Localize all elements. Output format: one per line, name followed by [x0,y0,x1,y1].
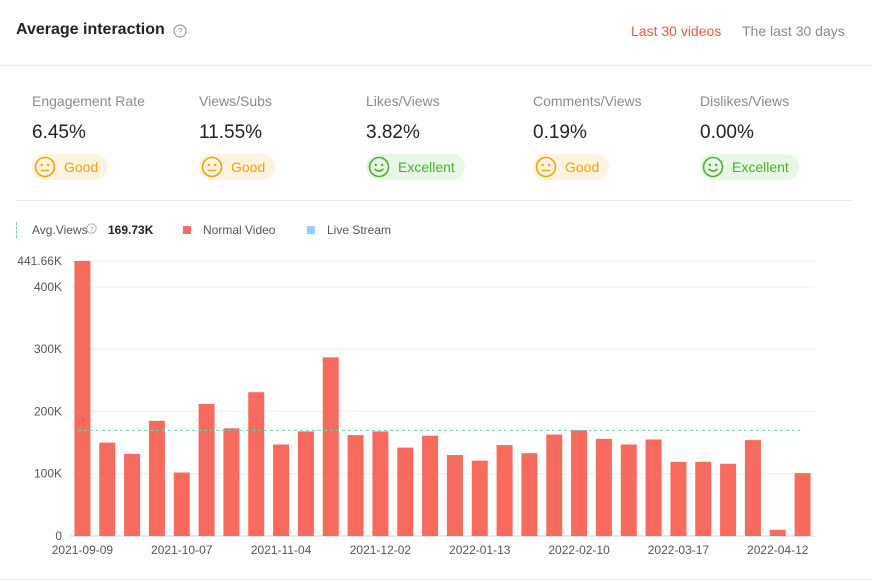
bar-normal-video[interactable] [546,434,563,536]
normal-video-swatch [183,226,191,234]
metric-label: Views/Subs [199,93,272,109]
smile-face-icon [702,156,724,178]
bottom-border [0,579,872,580]
avg-views-label: Avg.Views [32,223,88,237]
bar-normal-video[interactable] [571,430,588,536]
x-tick-label: 2022-01-13 [449,543,511,557]
x-axis-ticks: 2021-09-09 2021-10-07 2021-11-04 2021-12-02… [52,543,809,557]
bar-normal-video[interactable] [695,461,712,536]
bar-normal-video[interactable] [620,444,637,536]
rating-label: Good [565,159,600,175]
card-header: Average interaction ? Last 30 videos The… [0,0,872,66]
smile-face-icon [368,156,390,178]
metric-value: 0.00% [700,122,754,143]
bar-normal-video[interactable] [248,392,265,536]
x-tick-label: 2022-04-12 [747,543,809,557]
metric-label: Likes/Views [366,93,440,109]
svg-text:?: ? [177,27,182,37]
svg-text:?: ? [90,226,94,233]
bar-normal-video[interactable] [595,438,612,536]
y-axis-ticks: 0 100K 200K 300K 400K 441.66K [17,254,62,543]
metric-value: 0.19% [533,122,587,143]
metric-dislikes-views: Dislikes/Views 0.00% Excellent [700,66,860,196]
rating-badge: Good [533,154,610,180]
metric-likes-views: Likes/Views 3.82% Excellent [366,66,526,196]
bar-normal-video[interactable] [794,473,811,536]
bar-normal-video[interactable] [720,463,737,536]
chart-legend: Avg.Views ? 169.73K Normal Video Live St… [0,220,872,240]
filter-last-30-videos[interactable]: Last 30 videos [631,23,722,39]
metric-label: Engagement Rate [32,93,145,109]
filter-last-30-days[interactable]: The last 30 days [742,23,845,39]
metric-label: Comments/Views [533,93,642,109]
bar-normal-video[interactable] [322,357,339,536]
bar-normal-video[interactable] [422,435,439,536]
y-tick-label: 200K [34,404,62,418]
card-title: Average interaction [16,21,165,38]
section-divider [16,200,852,201]
rating-badge: Good [32,154,109,180]
chart-grid [70,260,815,537]
rating-badge: Excellent [366,154,465,180]
bar-normal-video[interactable] [446,455,463,536]
y-tick-label: 0 [55,529,62,543]
metric-comments-views: Comments/Views 0.19% Good [533,66,693,196]
rating-label: Excellent [732,159,789,175]
help-icon[interactable]: ? [86,223,97,234]
bar-normal-video[interactable] [744,440,761,536]
bar-normal-video[interactable] [645,439,662,536]
bar-normal-video[interactable] [769,529,786,536]
bar-normal-video[interactable] [148,420,165,536]
bar-normal-video[interactable] [670,461,687,536]
neutral-face-icon [34,156,56,178]
y-tick-label: 100K [34,467,62,481]
bar-normal-video[interactable] [471,460,488,536]
bar-normal-video[interactable] [223,428,240,536]
bar-normal-video[interactable] [99,442,116,536]
x-tick-label: 2021-12-02 [350,543,412,557]
bar-normal-video[interactable] [198,403,215,536]
bar-normal-video[interactable] [124,453,141,536]
y-tick-label: 441.66K [17,254,62,268]
help-icon[interactable]: ? [173,24,187,38]
rating-badge: Excellent [700,154,799,180]
bar-normal-video[interactable] [173,472,190,536]
bar-normal-video[interactable] [521,453,538,536]
rating-label: Good [231,159,266,175]
bar-normal-video[interactable] [297,431,314,536]
bar-normal-video[interactable] [347,435,364,536]
rating-badge: Good [199,154,276,180]
metric-value: 6.45% [32,122,86,143]
x-tick-label: 2022-03-17 [648,543,710,557]
chart-bars [74,261,811,536]
metric-label: Dislikes/Views [700,93,790,109]
bar-normal-video[interactable] [496,445,513,536]
bar-normal-video[interactable] [273,444,290,536]
live-stream-swatch [307,226,315,234]
x-tick-label: 2021-09-09 [52,543,114,557]
x-tick-label: 2021-10-07 [151,543,213,557]
rating-label: Excellent [398,159,455,175]
metric-value: 11.55% [199,122,263,143]
x-tick-label: 2022-02-10 [548,543,610,557]
bar-normal-video[interactable] [372,431,389,536]
neutral-face-icon [201,156,223,178]
legend-live-stream[interactable]: Live Stream [327,223,392,237]
rating-label: Good [64,159,99,175]
y-tick-label: 400K [34,280,62,294]
neutral-face-icon [535,156,557,178]
metric-value: 3.82% [366,122,420,143]
bar-normal-video[interactable] [74,261,91,536]
metric-engagement-rate: Engagement Rate 6.45% Good [32,66,192,196]
metrics-row: Engagement Rate 6.45% Good Views/Subs 11… [0,66,872,200]
bar-normal-video[interactable] [397,447,414,536]
avg-line-marker [16,222,17,238]
avg-views-value: 169.73K [108,223,154,237]
metric-views-subs: Views/Subs 11.55% Good [199,66,359,196]
legend-normal-video[interactable]: Normal Video [203,223,276,237]
x-tick-label: 2021-11-04 [251,543,312,557]
y-tick-label: 300K [34,342,62,356]
